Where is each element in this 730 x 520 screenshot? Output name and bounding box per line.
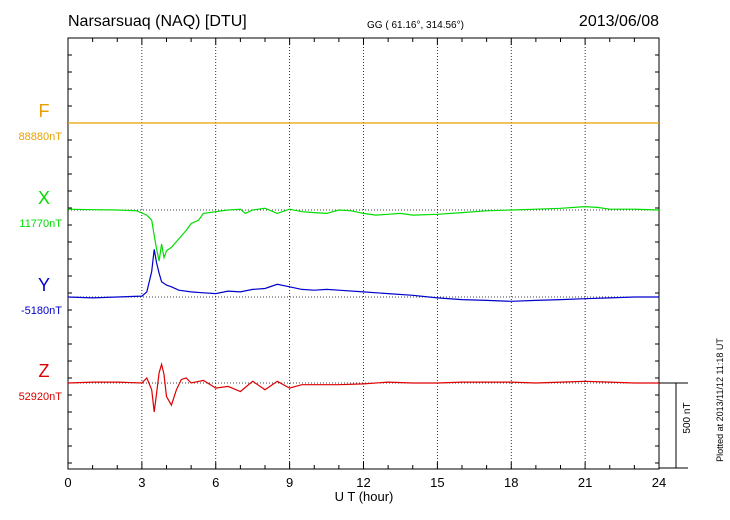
- series-name-z: Z: [39, 361, 50, 381]
- baseline-value-f: 88880nT: [19, 131, 63, 143]
- baseline-value-x: 11770nT: [19, 218, 62, 230]
- x-tick-label: 18: [504, 475, 518, 490]
- x-tick-label: 0: [64, 475, 71, 490]
- x-tick-label: 15: [430, 475, 444, 490]
- x-tick-label: 21: [578, 475, 592, 490]
- series-name-f: F: [39, 101, 50, 121]
- series-line-z: [67, 361, 659, 412]
- x-tick-label: 6: [212, 475, 219, 490]
- scale-bar-label: 500 nT: [682, 402, 693, 433]
- x-axis-label: U T (hour): [335, 489, 394, 504]
- series-name-x: X: [38, 188, 50, 208]
- coords-label: GG ( 61.16°, 314.56°): [367, 20, 464, 31]
- x-tick-label: 9: [286, 475, 293, 490]
- x-tick-label: 12: [356, 475, 370, 490]
- series-line-x: [67, 205, 660, 262]
- series-line-y: [67, 249, 659, 302]
- station-title: Narsarsuaq (NAQ) [DTU]: [68, 13, 247, 30]
- x-tick-label: 3: [138, 475, 145, 490]
- baseline-value-y: -5180nT: [21, 305, 62, 317]
- date-label: 2013/06/08: [579, 13, 659, 30]
- plotted-timestamp: Plotted at 2013/11/12 11:18 UT: [715, 338, 725, 462]
- series-name-y: Y: [38, 275, 50, 295]
- x-tick-label: 24: [652, 475, 666, 490]
- baseline-value-z: 52920nT: [19, 391, 63, 403]
